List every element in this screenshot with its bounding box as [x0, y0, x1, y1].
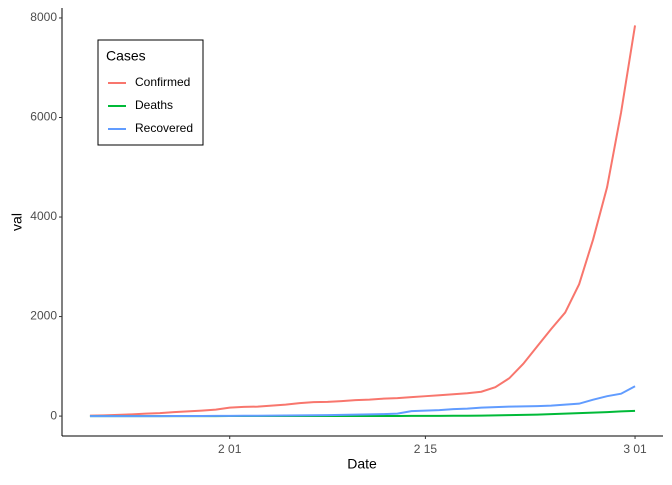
x-tick-label: 2 01: [218, 442, 242, 456]
y-tick-label: 4000: [30, 209, 57, 223]
y-tick-label: 8000: [30, 10, 57, 24]
legend-label: Recovered: [135, 121, 193, 135]
y-axis-label: val: [9, 213, 25, 231]
series-line: [89, 25, 637, 417]
y-tick-label: 2000: [30, 309, 57, 323]
x-axis-label: Date: [347, 456, 377, 472]
x-tick-label: 2 15: [414, 442, 438, 456]
y-tick-label: 0: [50, 408, 57, 422]
legend-label: Deaths: [135, 98, 173, 112]
x-tick-label: 3 01: [623, 442, 647, 456]
y-tick-label: 6000: [30, 110, 57, 124]
legend-label: Confirmed: [135, 75, 190, 89]
series-line: [89, 385, 636, 418]
legend-title: Cases: [106, 48, 146, 64]
legend-box: [97, 39, 204, 146]
